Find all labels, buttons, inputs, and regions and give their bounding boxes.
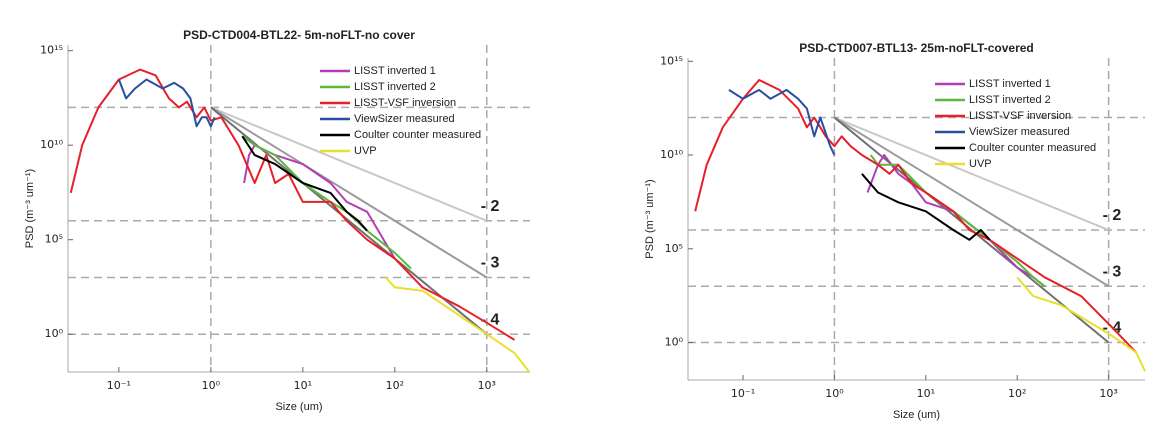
legend-label: Coulter counter measured — [354, 129, 481, 141]
x-tick-label: 10⁻¹ — [107, 379, 131, 392]
slope-line — [834, 116, 1110, 231]
y-tick-label: 10⁵ — [665, 242, 683, 255]
legend-label: LISST-VSF inversion — [969, 110, 1071, 122]
legend-label: UVP — [969, 158, 992, 170]
x-tick-label: 10⁰ — [825, 387, 844, 400]
slope-label: - 4 — [481, 311, 500, 328]
legend-label: UVP — [354, 145, 377, 157]
x-axis-label: Size (um) — [893, 409, 940, 421]
series-line — [728, 88, 836, 156]
y-axis-label: PSD (m⁻³ um⁻¹) — [644, 179, 656, 258]
legend-label: ViewSizer measured — [354, 113, 455, 125]
chart-title: PSD-CTD007-BTL13- 25m-noFLT-covered — [799, 41, 1034, 55]
y-tick-label: 10⁰ — [665, 336, 684, 349]
slope-label: - 3 — [1103, 263, 1122, 280]
y-axis-label: PSD (m⁻³ um⁻¹) — [24, 169, 36, 248]
legend-label: ViewSizer measured — [969, 126, 1070, 138]
y-tick-label: 10¹⁰ — [40, 138, 63, 151]
legend-label: Coulter counter measured — [969, 142, 1096, 154]
slope-label: - 2 — [1103, 207, 1122, 224]
y-tick-label: 10⁰ — [45, 327, 64, 340]
y-tick-label: 10⁵ — [45, 233, 63, 246]
series-line — [117, 78, 216, 128]
x-tick-label: 10⁻¹ — [731, 387, 755, 400]
series-line — [241, 135, 368, 232]
legend-label: LISST-VSF inversion — [354, 97, 456, 109]
legend-label: LISST inverted 1 — [354, 65, 436, 77]
x-axis-label: Size (um) — [275, 401, 322, 413]
series-line — [869, 154, 1046, 288]
legend-label: LISST inverted 2 — [354, 81, 436, 93]
series-line — [861, 173, 991, 241]
x-tick-label: 10² — [1008, 387, 1026, 400]
x-tick-label: 10³ — [478, 379, 496, 392]
x-tick-label: 10¹ — [294, 379, 312, 392]
legend-label: LISST inverted 2 — [969, 94, 1051, 106]
slope-label: - 2 — [481, 198, 500, 215]
series-line — [866, 154, 1046, 288]
slope-line — [210, 106, 488, 222]
legend-label: LISST inverted 1 — [969, 78, 1051, 90]
x-tick-label: 10² — [386, 379, 404, 392]
x-tick-label: 10¹ — [917, 387, 935, 400]
x-tick-label: 10⁰ — [202, 379, 221, 392]
y-tick-label: 10¹⁰ — [660, 148, 683, 161]
series-line — [385, 276, 531, 373]
slope-line — [210, 106, 488, 279]
series-line — [69, 68, 516, 341]
y-tick-label: 10¹⁵ — [660, 54, 683, 67]
slope-label: - 3 — [481, 255, 500, 272]
chart-title: PSD-CTD004-BTL22- 5m-noFLT-no cover — [183, 28, 415, 42]
series-line — [243, 144, 396, 260]
x-tick-label: 10³ — [1099, 387, 1117, 400]
slope-line — [833, 116, 1110, 288]
y-tick-label: 10¹⁵ — [40, 44, 63, 57]
series-line — [1016, 276, 1146, 372]
series-line — [694, 79, 1137, 353]
